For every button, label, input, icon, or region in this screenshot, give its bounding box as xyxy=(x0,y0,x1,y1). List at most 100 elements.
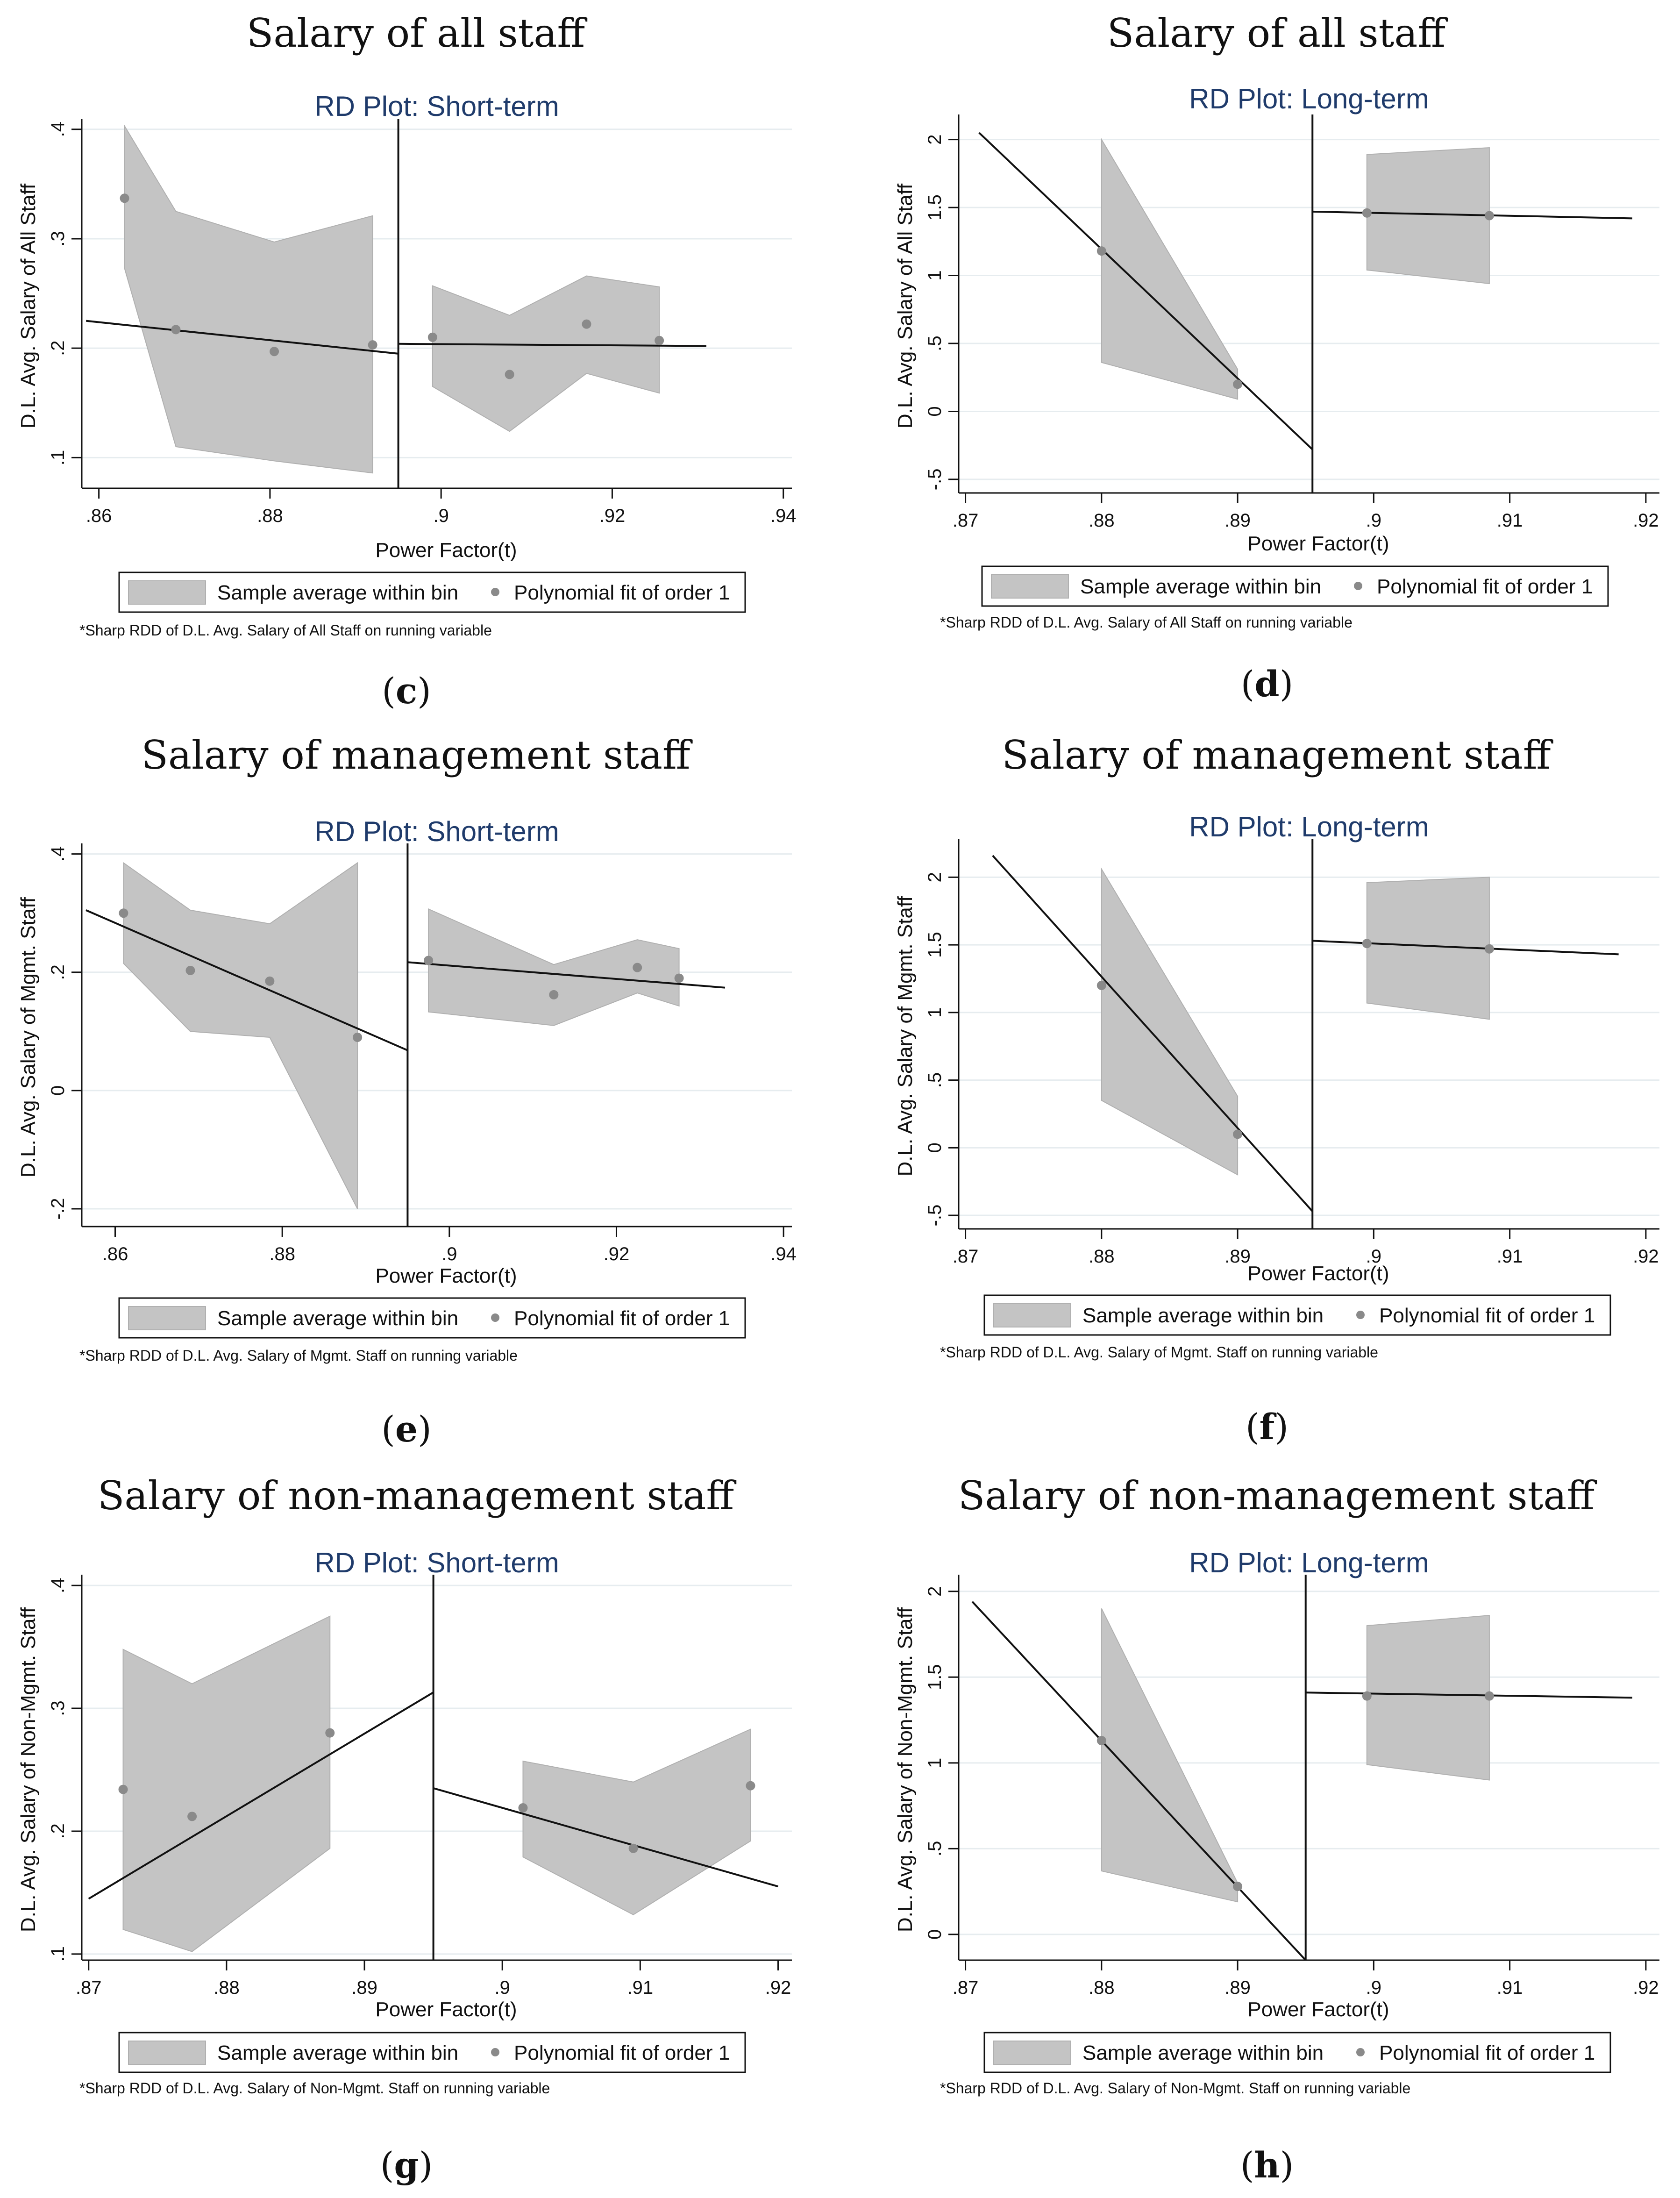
x-tick-label: .9 xyxy=(433,506,448,526)
panel-label-open: ( xyxy=(382,670,396,712)
legend-box xyxy=(118,1297,746,1339)
confidence-band-right xyxy=(1366,1615,1490,1781)
y-tick-label: .4 xyxy=(48,1577,68,1593)
confidence-band-left xyxy=(1101,1608,1239,1903)
panel-label: (g) xyxy=(380,2144,433,2186)
bin-average-point xyxy=(119,908,128,918)
y-axis-label: D.L. Avg. Salary of All Staff xyxy=(17,183,40,428)
x-tick-label: .89 xyxy=(1224,510,1251,531)
bin-average-point xyxy=(185,965,195,975)
legend-label-fit: Polynomial fit of order 1 xyxy=(514,1307,730,1330)
y-tick-label: .1 xyxy=(48,1946,68,1962)
y-tick-label: .2 xyxy=(48,1823,68,1839)
y-axis-label: D.L. Avg. Salary of All Staff xyxy=(894,183,917,428)
legend-label-band: Sample average within bin xyxy=(1082,1304,1324,1327)
chart-title: Salary of non-management staff xyxy=(958,1473,1597,1519)
chart-subtitle: RD Plot: Short-term xyxy=(314,91,559,122)
x-tick-label: .88 xyxy=(257,506,283,526)
y-tick-label: 2 xyxy=(925,872,945,882)
legend-marker-point xyxy=(491,2048,499,2056)
chart-subtitle: RD Plot: Long-term xyxy=(1189,811,1429,842)
y-axis-label: D.L. Avg. Salary of Mgmt. Staff xyxy=(894,896,917,1177)
bin-average-point xyxy=(1362,1691,1372,1701)
panel-label-open: ( xyxy=(1241,663,1255,705)
x-tick-label: .92 xyxy=(599,506,626,526)
x-tick-label: .87 xyxy=(76,1977,102,1998)
bin-average-point xyxy=(1096,246,1106,256)
x-tick-label: .94 xyxy=(770,506,797,526)
legend-box xyxy=(983,1294,1611,1336)
legend-box xyxy=(118,2032,746,2073)
x-tick-label: .86 xyxy=(86,506,112,526)
legend: Sample average within bin Polynomial fit … xyxy=(981,565,1609,607)
x-tick-label: .9 xyxy=(495,1977,510,1998)
panel-label: (d) xyxy=(1241,663,1293,705)
bin-average-point xyxy=(1362,208,1372,218)
x-tick-label: .87 xyxy=(953,510,979,531)
confidence-band-right xyxy=(522,1728,751,1915)
x-tick-label: .86 xyxy=(102,1244,128,1264)
confidence-band-right xyxy=(428,908,680,1026)
fit-line-right xyxy=(433,1787,779,1888)
y-tick-label: .5 xyxy=(925,1841,945,1856)
x-tick-label: .91 xyxy=(627,1977,654,1998)
y-tick-label: 0 xyxy=(925,1929,945,1940)
confidence-band-right xyxy=(432,275,660,432)
y-axis-label: D.L. Avg. Salary of Non-Mgmt. Staff xyxy=(17,1607,40,1932)
bin-average-point xyxy=(628,1843,638,1853)
legend-swatch-band xyxy=(128,2041,206,2065)
bin-average-point xyxy=(265,976,275,986)
bin-average-point xyxy=(633,963,642,972)
panel-label-open: ( xyxy=(381,1408,395,1450)
x-axis-label: Power Factor(t) xyxy=(1247,1262,1389,1285)
x-tick-label: .92 xyxy=(765,1977,791,1998)
bin-average-point xyxy=(120,193,129,203)
y-tick-label: 1 xyxy=(925,270,945,280)
y-tick-label: .5 xyxy=(925,335,945,351)
legend-box xyxy=(983,2032,1611,2073)
y-tick-label: 1.5 xyxy=(925,194,945,221)
panel-label-open: ( xyxy=(1240,2144,1254,2186)
x-tick-label: .89 xyxy=(1224,1246,1251,1267)
panel-label-letter: g xyxy=(394,2144,419,2186)
panel-label-close: ) xyxy=(1274,1406,1288,1448)
bin-average-point xyxy=(505,370,514,379)
bin-average-point xyxy=(353,1033,363,1042)
bin-average-point xyxy=(1362,939,1372,949)
legend-label-band: Sample average within bin xyxy=(1082,2041,1324,2064)
y-tick-label: 1 xyxy=(925,1758,945,1768)
chart-panel-h: Salary of non-management staff RD Plot: L… xyxy=(894,1473,1659,2186)
x-tick-label: .87 xyxy=(953,1246,979,1267)
legend-label-fit: Polynomial fit of order 1 xyxy=(1379,1304,1595,1327)
y-tick-label: -.2 xyxy=(48,1198,68,1220)
y-tick-label: 1 xyxy=(925,1007,945,1018)
x-tick-label: .92 xyxy=(1633,510,1659,531)
chart-title: Salary of all staff xyxy=(247,10,588,56)
y-tick-label: 1.5 xyxy=(925,932,945,958)
chart-panel-g: Salary of non-management staff RD Plot: S… xyxy=(17,1473,792,2186)
legend: Sample average within bin Polynomial fit … xyxy=(983,2032,1611,2073)
legend-label-band: Sample average within bin xyxy=(217,1307,458,1330)
panel-label-close: ) xyxy=(1280,2144,1294,2186)
x-tick-label: .88 xyxy=(214,1977,240,1998)
bin-average-point xyxy=(368,340,377,350)
fit-line-left xyxy=(978,132,1313,450)
legend-label-fit: Polynomial fit of order 1 xyxy=(514,2041,730,2064)
legend-swatch-band xyxy=(993,1303,1071,1327)
y-tick-label: .3 xyxy=(48,1700,68,1716)
legend-swatch-band xyxy=(128,1306,206,1330)
legend-swatch-band xyxy=(993,2041,1071,2065)
legend: Sample average within bin Polynomial fit … xyxy=(983,1294,1611,1336)
panel-label-open: ( xyxy=(1246,1406,1260,1448)
x-tick-label: .9 xyxy=(1366,1246,1381,1267)
y-tick-label: -.5 xyxy=(925,1205,945,1227)
x-tick-label: .94 xyxy=(770,1244,797,1264)
confidence-band-right xyxy=(1366,877,1490,1020)
chart-title: Salary of non-management staff xyxy=(98,1473,737,1519)
chart-title: Salary of management staff xyxy=(141,732,693,778)
chart-subtitle: RD Plot: Long-term xyxy=(1189,83,1429,114)
y-tick-label: .4 xyxy=(48,846,68,862)
x-tick-label: .88 xyxy=(1089,1977,1115,1998)
bin-average-point xyxy=(187,1812,197,1821)
